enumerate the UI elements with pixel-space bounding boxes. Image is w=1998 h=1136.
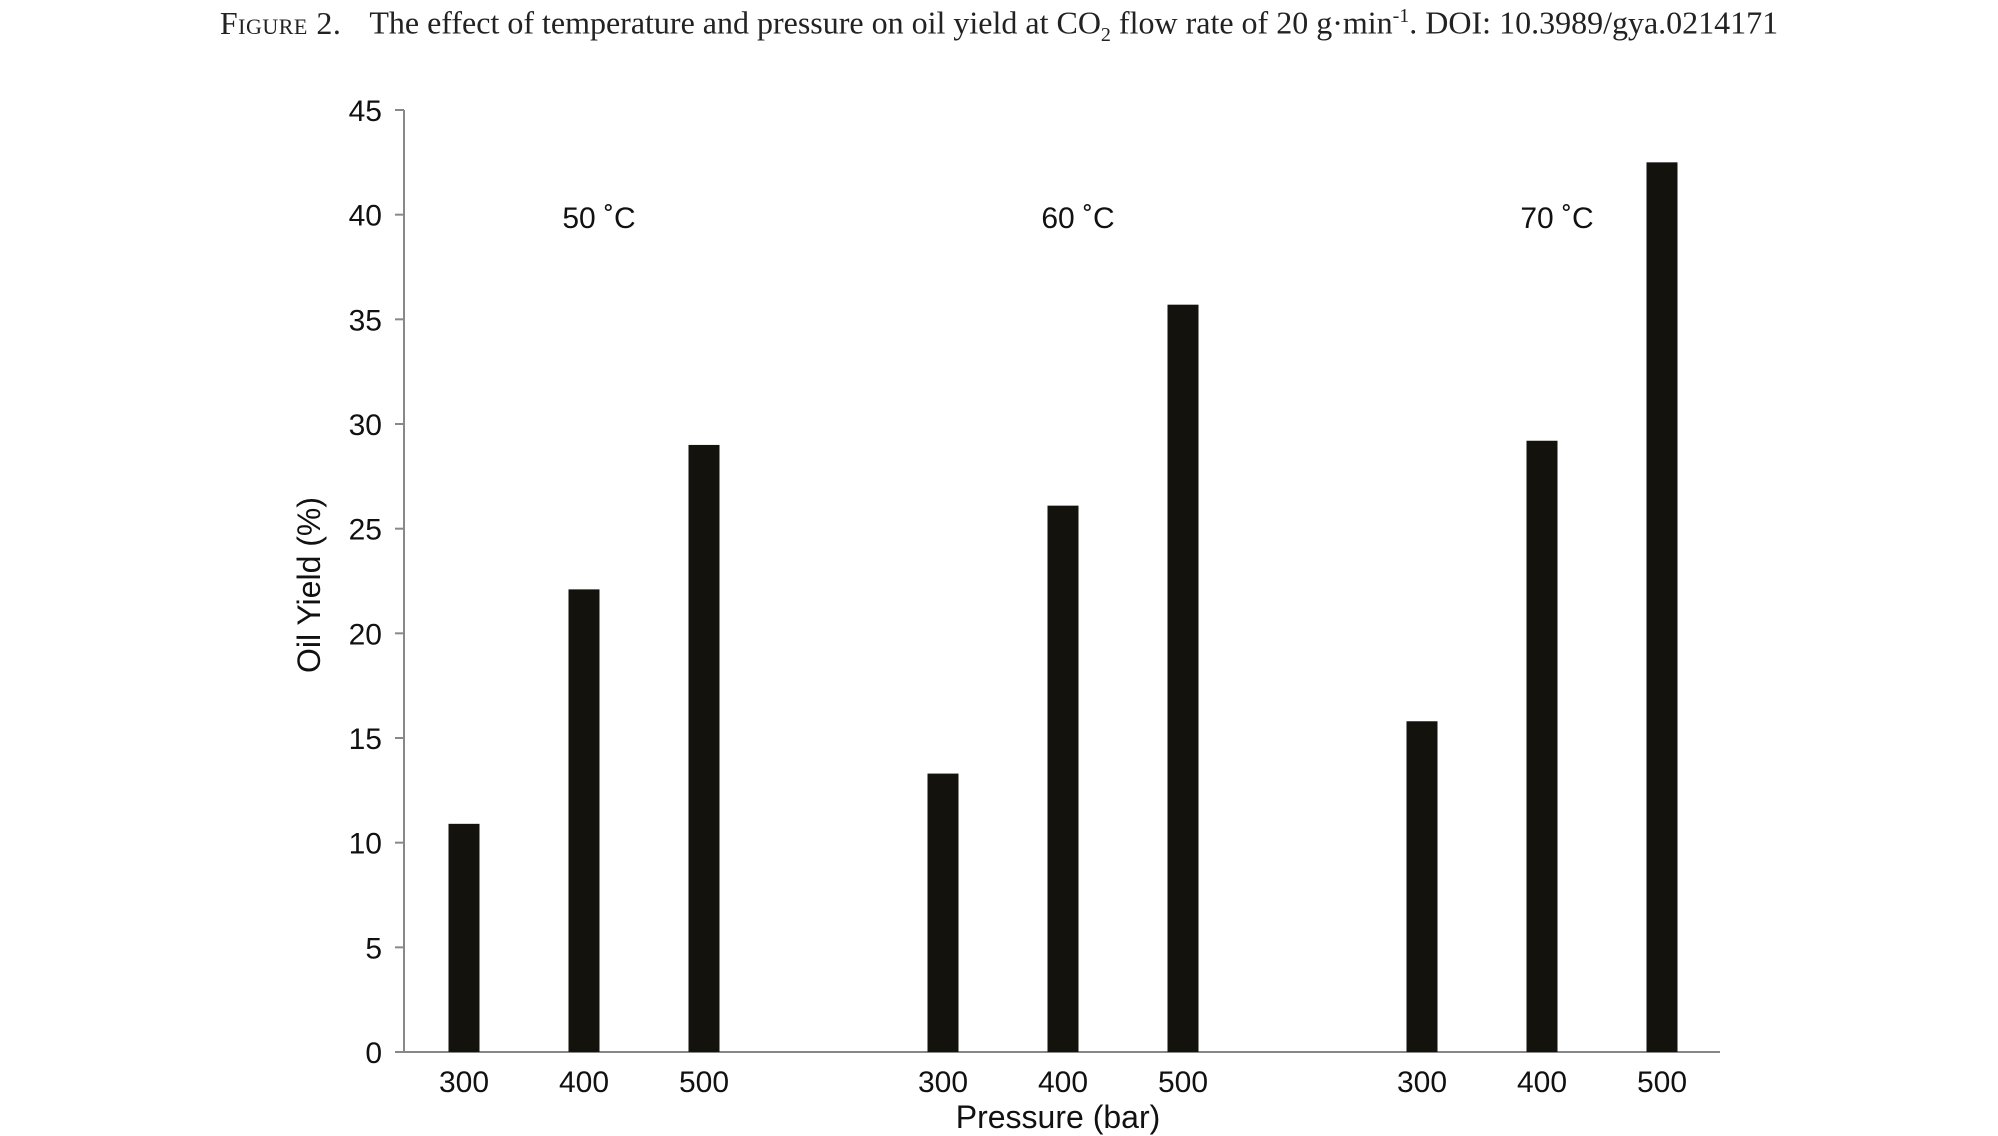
caption-text-end: . DOI: 10.3989/gya.0214171 [1409,4,1779,41]
y-tick-label: 40 [349,200,382,233]
x-tick-label: 400 [1038,1066,1088,1099]
bar-500-bar-group-1 [688,444,720,1052]
y-tick-label: 45 [349,95,382,128]
y-tick-label: 20 [349,618,382,651]
bar-300-bar-group-1 [448,823,480,1052]
y-tick-label: 35 [349,304,382,337]
y-tick-label: 10 [349,828,382,861]
y-tick-label: 5 [365,932,382,965]
x-tick-label: 300 [1397,1066,1447,1099]
x-tick-label: 500 [1158,1066,1208,1099]
figure-label: Figure 2. [219,4,342,41]
y-tick-label: 30 [349,409,382,442]
y-tick-label: 25 [349,514,382,547]
bar-500-bar-group-2 [1167,304,1199,1052]
group-temperature-label: 60 ˚C [1041,202,1114,235]
y-ticks: 0 5 10 15 20 25 30 35 40 45 [349,95,404,1070]
caption-text-middle: flow rate of 20 g·min [1110,4,1393,41]
group-temperature-label: 70 ˚C [1520,202,1593,235]
bars [448,162,1678,1053]
bar-400-bar-group-2 [1047,505,1079,1052]
caption-subscript: 2 [1100,24,1111,47]
bar-300-bar-group-3 [1406,721,1438,1052]
x-tick-label: 300 [439,1066,489,1099]
group-labels: 50 ˚C 60 ˚C 70 ˚C [562,202,1593,235]
group-temperature-label: 50 ˚C [562,202,635,235]
x-tick-label: 400 [1517,1066,1567,1099]
y-tick-label: 15 [349,723,382,756]
bar-400-bar-group-1 [568,589,600,1052]
x-tick-label: 300 [918,1066,968,1099]
x-tick-label: 500 [1637,1066,1687,1099]
figure-caption: Figure 2. The effect of temperature and p… [0,0,1998,46]
x-tick-labels: 300 400 500 300 400 500 300 400 500 [439,1066,1687,1099]
bar-500-bar-group-3 [1646,162,1678,1053]
bar-400-bar-group-3 [1526,440,1558,1052]
bar-300-bar-group-2 [927,773,959,1052]
y-axis-label: Oil Yield (%) [291,497,327,673]
x-tick-label: 500 [679,1066,729,1099]
x-axis-label: Pressure (bar) [956,1099,1161,1135]
x-tick-label: 400 [559,1066,609,1099]
y-tick-label: 0 [365,1037,382,1070]
caption-text-start: The effect of temperature and pressure o… [369,4,1101,41]
caption-superscript: -1 [1392,5,1410,27]
